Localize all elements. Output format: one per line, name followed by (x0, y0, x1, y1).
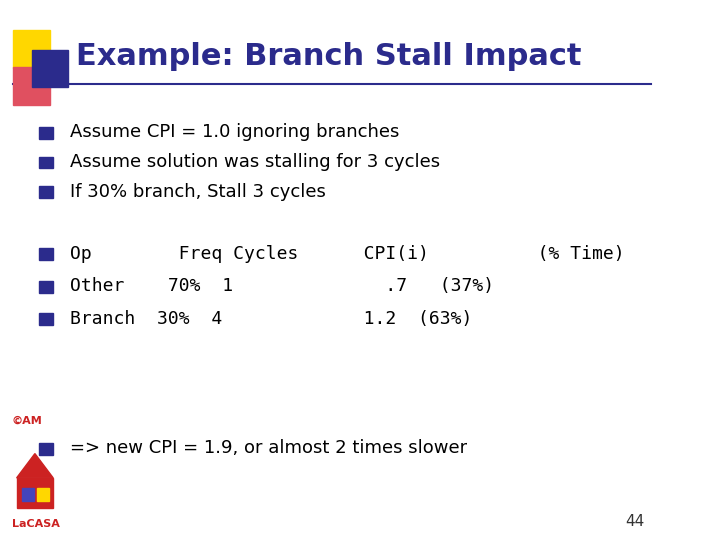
Bar (39, 281, 53, 293)
Text: Op        Freq Cycles      CPI(i)          (% Time): Op Freq Cycles CPI(i) (% Time) (70, 245, 624, 263)
Bar (39, 313, 53, 325)
Text: ©AM: ©AM (12, 416, 42, 426)
Text: Assume solution was stalling for 3 cycles: Assume solution was stalling for 3 cycle… (70, 153, 440, 171)
Bar (13, 68, 50, 105)
Bar (39, 443, 53, 455)
Bar (39, 186, 53, 198)
Text: => new CPI = 1.9, or almost 2 times slower: => new CPI = 1.9, or almost 2 times slow… (70, 439, 467, 457)
Text: If 30% branch, Stall 3 cycles: If 30% branch, Stall 3 cycles (70, 183, 325, 201)
Text: Example: Branch Stall Impact: Example: Branch Stall Impact (76, 42, 582, 71)
Text: 44: 44 (626, 514, 645, 529)
Bar (39, 157, 53, 168)
Bar (17, 478, 53, 508)
Bar (22, 488, 34, 501)
Bar (39, 248, 53, 260)
Bar (13, 30, 50, 68)
Text: Other    70%  1              .7   (37%): Other 70% 1 .7 (37%) (70, 277, 494, 295)
Bar (32, 50, 68, 87)
Bar (39, 127, 53, 139)
Text: Branch  30%  4             1.2  (63%): Branch 30% 4 1.2 (63%) (70, 309, 472, 328)
Polygon shape (17, 454, 53, 478)
Text: LaCASA: LaCASA (12, 519, 60, 529)
Text: Assume CPI = 1.0 ignoring branches: Assume CPI = 1.0 ignoring branches (70, 123, 399, 141)
Bar (37, 488, 48, 501)
